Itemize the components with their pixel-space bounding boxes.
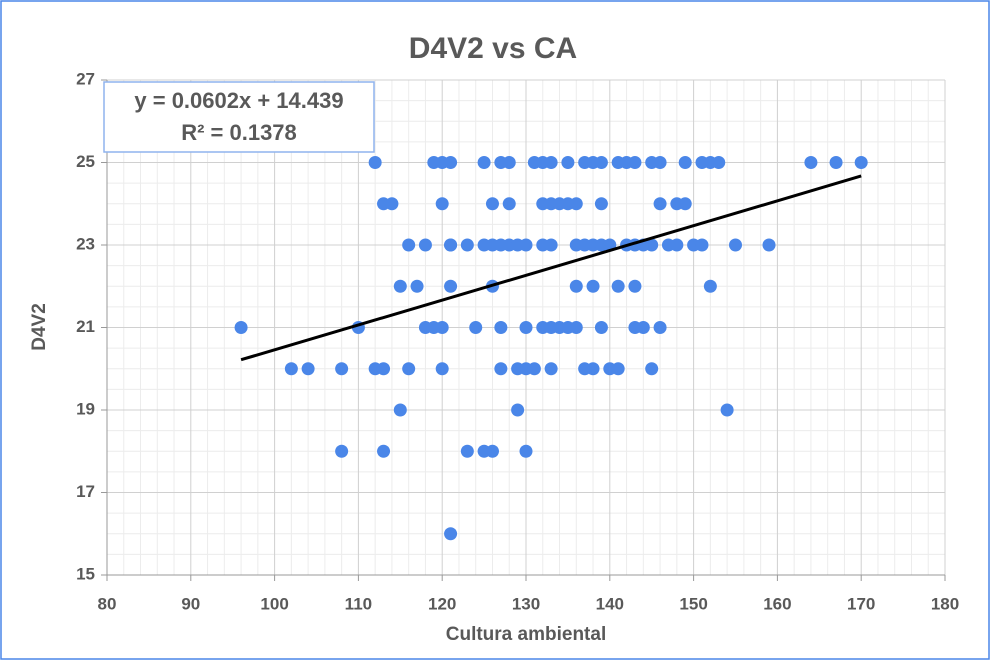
equation-box xyxy=(103,81,375,153)
scatter-point xyxy=(645,362,659,376)
x-tick-label: 100 xyxy=(260,594,288,613)
scatter-point xyxy=(628,279,642,293)
scatter-point xyxy=(670,238,684,252)
scatter-point xyxy=(653,321,667,334)
scatter-point xyxy=(561,156,575,169)
scatter-point xyxy=(335,444,349,458)
scatter-point xyxy=(712,156,726,169)
scatter-point xyxy=(502,197,516,211)
scatter-point xyxy=(544,238,558,252)
scatter-point xyxy=(645,238,659,252)
scatter-point xyxy=(569,197,583,211)
scatter-point xyxy=(435,197,449,211)
scatter-point xyxy=(335,362,349,376)
scatter-point xyxy=(377,362,391,376)
x-tick-label: 160 xyxy=(763,594,791,613)
scatter-point xyxy=(695,238,709,252)
scatter-point xyxy=(368,156,382,169)
scatter-point xyxy=(829,156,843,169)
scatter-point xyxy=(720,403,734,417)
scatter-point xyxy=(544,362,558,376)
y-tick-label: 27 xyxy=(76,69,95,88)
scatter-point xyxy=(611,362,625,376)
x-axis-label: Cultura ambiental xyxy=(446,624,606,645)
scatter-point xyxy=(586,362,600,376)
x-tick-label: 150 xyxy=(679,594,707,613)
scatter-point xyxy=(485,197,499,211)
scatter-point xyxy=(544,156,558,169)
scatter-point xyxy=(519,444,533,458)
scatter-point xyxy=(502,156,516,169)
scatter-point xyxy=(729,238,742,252)
scatter-point xyxy=(393,279,407,293)
trend-equation: y = 0.0602x + 14.439 xyxy=(134,88,343,113)
scatter-point xyxy=(594,321,608,334)
scatter-point xyxy=(444,279,458,293)
scatter-point xyxy=(393,403,407,417)
scatter-point xyxy=(418,238,432,252)
y-tick-label: 17 xyxy=(76,482,95,501)
scatter-point xyxy=(435,362,449,376)
scatter-point xyxy=(435,321,449,334)
grid xyxy=(101,79,946,581)
scatter-point xyxy=(485,444,499,458)
scatter-point xyxy=(678,156,692,169)
x-tick-label: 140 xyxy=(596,594,624,613)
scatter-point xyxy=(519,238,533,252)
scatter-point xyxy=(444,527,458,541)
x-tick-label: 90 xyxy=(181,594,200,613)
scatter-point xyxy=(762,238,776,252)
scatter-point xyxy=(460,444,474,458)
x-tick-label: 170 xyxy=(847,594,875,613)
scatter-point xyxy=(678,197,692,211)
scatter-point xyxy=(444,156,458,169)
scatter-point xyxy=(594,156,608,169)
marks xyxy=(234,156,868,541)
scatter-point xyxy=(594,197,608,211)
r-squared: R² = 0.1378 xyxy=(181,120,297,145)
scatter-point xyxy=(569,321,583,334)
y-tick-label: 19 xyxy=(76,399,95,418)
scatter-point xyxy=(301,362,315,376)
scatter-point xyxy=(703,279,717,293)
y-tick-label: 25 xyxy=(76,152,95,171)
scatter-point xyxy=(469,321,483,334)
scatter-point xyxy=(402,238,416,252)
y-tick-label: 15 xyxy=(76,564,95,583)
trendline xyxy=(240,174,862,362)
scatter-point xyxy=(477,156,491,169)
y-axis-label: D4V2 xyxy=(29,303,50,351)
scatter-point xyxy=(527,362,541,376)
scatter-point xyxy=(628,156,642,169)
scatter-point xyxy=(234,321,248,334)
y-tick-label: 23 xyxy=(76,234,95,253)
scatter-point xyxy=(402,362,416,376)
scatter-point xyxy=(636,321,650,334)
x-tick-label: 120 xyxy=(428,594,456,613)
scatter-point xyxy=(653,156,667,169)
y-tick-label: 21 xyxy=(76,317,95,336)
scatter-point xyxy=(377,444,391,458)
scatter-point xyxy=(494,321,508,334)
x-tick-label: 80 xyxy=(98,594,117,613)
scatter-point xyxy=(410,279,424,293)
scatter-point xyxy=(511,403,525,417)
scatter-point xyxy=(519,321,533,334)
scatter-point xyxy=(569,279,583,293)
scatter-point xyxy=(804,156,818,169)
scatter-point xyxy=(284,362,298,376)
scatter-point xyxy=(460,238,474,252)
scatter-point xyxy=(586,279,600,293)
scatter-point xyxy=(385,197,399,211)
scatter-point xyxy=(611,279,625,293)
x-tick-label: 130 xyxy=(512,594,540,613)
scatter-point xyxy=(854,156,868,169)
x-tick-label: 110 xyxy=(345,594,372,613)
chart-title: D4V2 vs CA xyxy=(409,32,577,65)
scatter-point xyxy=(653,197,667,211)
scatter-point xyxy=(444,238,458,252)
x-tick-label: 180 xyxy=(931,594,959,613)
scatter-point xyxy=(494,362,508,376)
